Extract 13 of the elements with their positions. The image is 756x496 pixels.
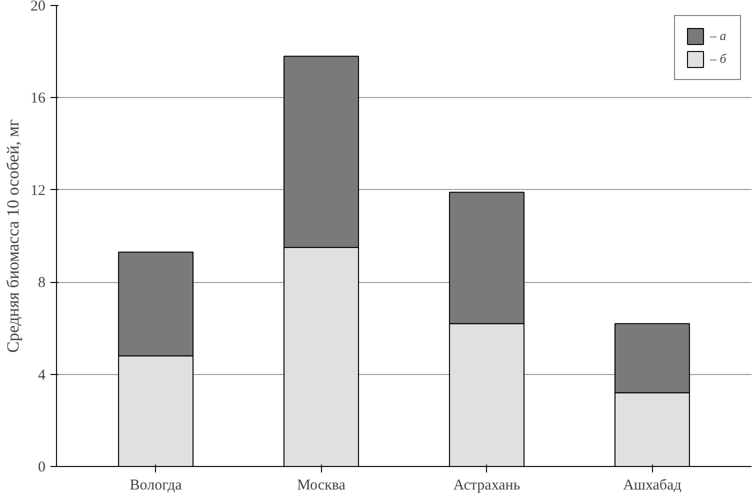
x-tick-label: Вологда	[130, 478, 182, 494]
y-tick-label: 20	[30, 0, 46, 14]
x-tick-label: Ашхабад	[623, 478, 682, 494]
y-axis-title: Средняя биомасса 10 особей, мг	[4, 119, 22, 353]
y-tick-label: 16	[30, 90, 46, 107]
y-tick-label: 8	[38, 275, 46, 292]
legend-label: – а	[710, 28, 728, 44]
y-tick-label: 12	[30, 182, 46, 199]
y-tick-label: 0	[38, 460, 46, 476]
y-tick-label: 4	[38, 367, 46, 384]
x-tick-label: Астрахань	[453, 478, 520, 494]
x-tick-label: Москва	[297, 478, 346, 494]
legend-label: – б	[710, 51, 728, 67]
